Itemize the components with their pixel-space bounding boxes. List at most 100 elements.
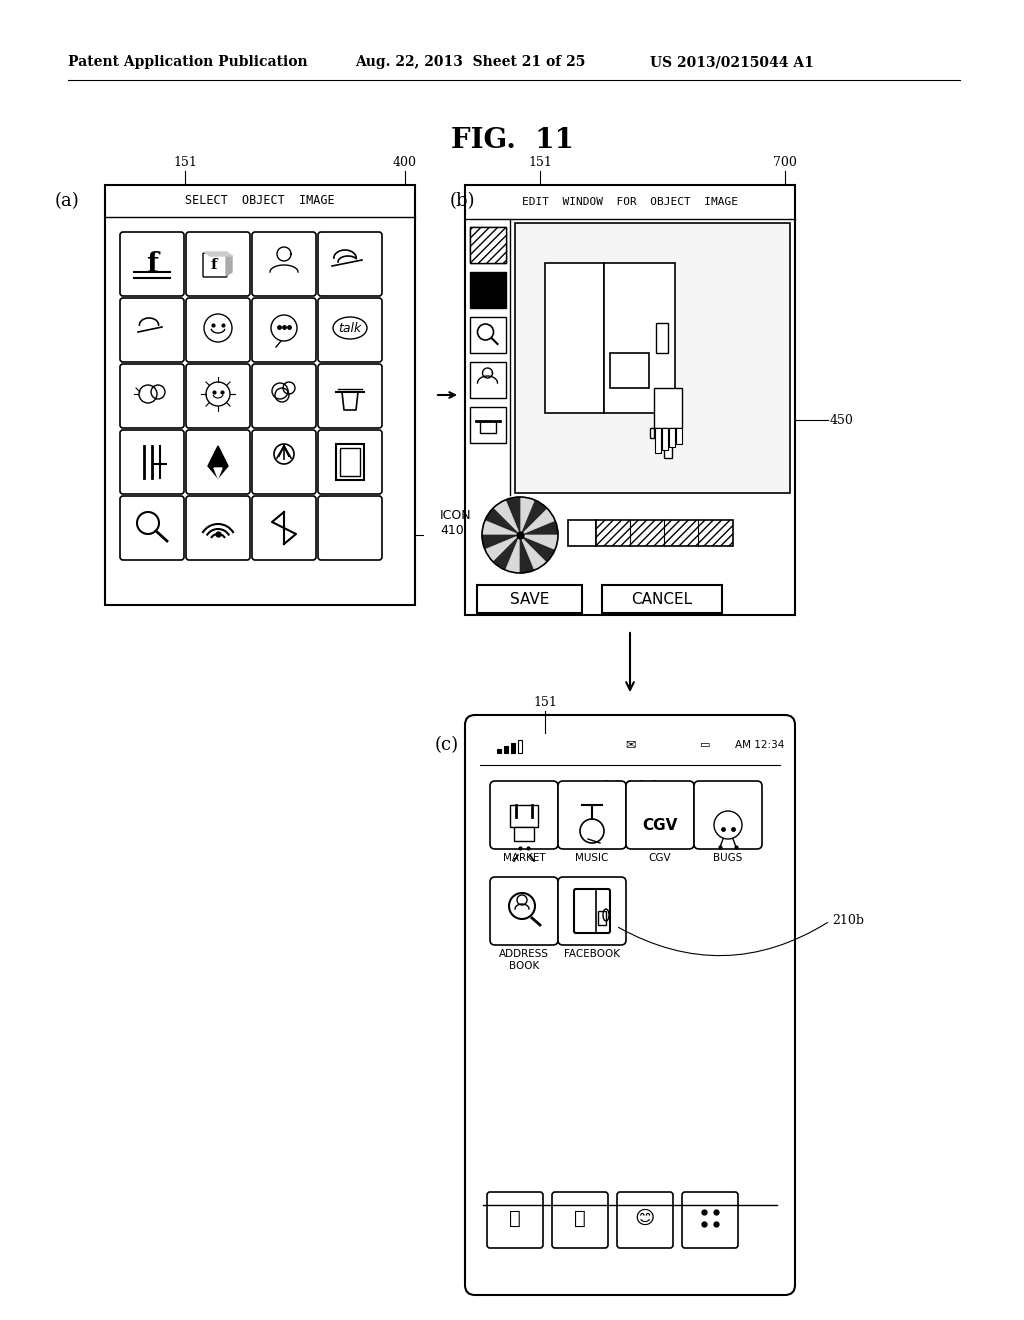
Wedge shape	[494, 535, 520, 570]
FancyBboxPatch shape	[626, 781, 694, 849]
Circle shape	[602, 781, 610, 789]
FancyBboxPatch shape	[487, 1192, 543, 1247]
FancyBboxPatch shape	[318, 364, 382, 428]
Text: SELECT  OBJECT  IMAGE: SELECT OBJECT IMAGE	[185, 194, 335, 207]
FancyBboxPatch shape	[574, 888, 610, 933]
Wedge shape	[520, 508, 555, 535]
Text: CGV: CGV	[642, 817, 678, 833]
Text: FIG.  11: FIG. 11	[451, 127, 573, 153]
Text: 151: 151	[534, 697, 557, 710]
Wedge shape	[520, 500, 547, 535]
Bar	[610, 352, 649, 388]
Polygon shape	[226, 252, 232, 276]
FancyBboxPatch shape	[252, 232, 316, 296]
Wedge shape	[485, 535, 520, 562]
Wedge shape	[520, 535, 535, 573]
Bar	[469, 227, 506, 263]
FancyBboxPatch shape	[186, 364, 250, 428]
Bar	[469, 317, 506, 352]
FancyBboxPatch shape	[120, 298, 184, 362]
Bar	[477, 585, 582, 612]
Polygon shape	[664, 438, 672, 458]
FancyBboxPatch shape	[120, 430, 184, 494]
FancyBboxPatch shape	[617, 1192, 673, 1247]
Text: US 2013/0215044 A1: US 2013/0215044 A1	[650, 55, 814, 69]
Polygon shape	[518, 741, 522, 752]
Bar	[598, 911, 606, 925]
Bar	[514, 828, 534, 841]
Polygon shape	[669, 428, 675, 447]
Wedge shape	[482, 520, 520, 535]
FancyBboxPatch shape	[552, 1192, 608, 1247]
Text: FACEBOOK: FACEBOOK	[564, 949, 620, 960]
Text: Patent Application Publication: Patent Application Publication	[68, 55, 307, 69]
Wedge shape	[520, 520, 558, 535]
Wedge shape	[506, 498, 520, 535]
Bar	[340, 447, 360, 477]
Polygon shape	[662, 428, 668, 450]
Wedge shape	[482, 535, 520, 549]
FancyBboxPatch shape	[490, 876, 558, 945]
Text: ▭: ▭	[700, 741, 711, 750]
Text: 210b: 210b	[831, 915, 864, 928]
Text: 151: 151	[173, 157, 197, 169]
Wedge shape	[520, 535, 558, 549]
Text: 📞: 📞	[509, 1209, 521, 1228]
Text: (a): (a)	[55, 191, 80, 210]
Text: 😊: 😊	[635, 1209, 655, 1228]
FancyBboxPatch shape	[252, 430, 316, 494]
Text: MUSIC: MUSIC	[575, 853, 608, 863]
FancyBboxPatch shape	[682, 1192, 738, 1247]
Polygon shape	[204, 252, 232, 256]
Text: 151: 151	[528, 157, 552, 169]
FancyBboxPatch shape	[558, 781, 626, 849]
FancyBboxPatch shape	[318, 232, 382, 296]
Text: ICON
410: ICON 410	[440, 510, 472, 537]
FancyBboxPatch shape	[186, 298, 250, 362]
FancyBboxPatch shape	[318, 496, 382, 560]
Wedge shape	[485, 508, 520, 535]
FancyBboxPatch shape	[186, 430, 250, 494]
Polygon shape	[214, 469, 222, 478]
FancyBboxPatch shape	[203, 253, 227, 277]
Bar	[515, 223, 790, 492]
Bar	[545, 263, 603, 413]
Text: BUGS: BUGS	[714, 853, 742, 863]
Text: MARKET: MARKET	[503, 853, 546, 863]
Text: AM 12:34: AM 12:34	[735, 741, 784, 750]
FancyBboxPatch shape	[558, 876, 626, 945]
FancyBboxPatch shape	[465, 715, 795, 1295]
FancyBboxPatch shape	[490, 781, 558, 849]
Text: (b): (b)	[450, 191, 475, 210]
Bar	[568, 520, 596, 546]
Text: f: f	[146, 251, 158, 277]
Polygon shape	[511, 743, 515, 752]
FancyBboxPatch shape	[318, 430, 382, 494]
Text: EDIT  WINDOW  FOR  OBJECT  IMAGE: EDIT WINDOW FOR OBJECT IMAGE	[522, 197, 738, 207]
Text: ADDRESS
BOOK: ADDRESS BOOK	[499, 949, 549, 970]
Bar	[336, 444, 364, 480]
FancyBboxPatch shape	[120, 232, 184, 296]
Wedge shape	[520, 498, 535, 535]
Polygon shape	[504, 746, 508, 752]
Text: talk: talk	[338, 322, 361, 334]
FancyBboxPatch shape	[186, 232, 250, 296]
Text: SAVE: SAVE	[510, 591, 549, 606]
Bar	[105, 185, 415, 605]
Text: CGV: CGV	[648, 853, 672, 863]
FancyBboxPatch shape	[252, 364, 316, 428]
Text: Aug. 22, 2013  Sheet 21 of 25: Aug. 22, 2013 Sheet 21 of 25	[355, 55, 586, 69]
FancyBboxPatch shape	[252, 298, 316, 362]
Wedge shape	[506, 535, 520, 573]
Polygon shape	[649, 388, 682, 438]
Bar	[469, 407, 506, 444]
Wedge shape	[494, 500, 520, 535]
Bar	[469, 272, 506, 308]
Bar	[602, 585, 722, 612]
Text: f: f	[211, 257, 217, 272]
Bar	[603, 263, 675, 413]
Text: 450: 450	[830, 413, 854, 426]
Polygon shape	[208, 446, 228, 478]
FancyBboxPatch shape	[186, 496, 250, 560]
Bar	[469, 227, 506, 263]
